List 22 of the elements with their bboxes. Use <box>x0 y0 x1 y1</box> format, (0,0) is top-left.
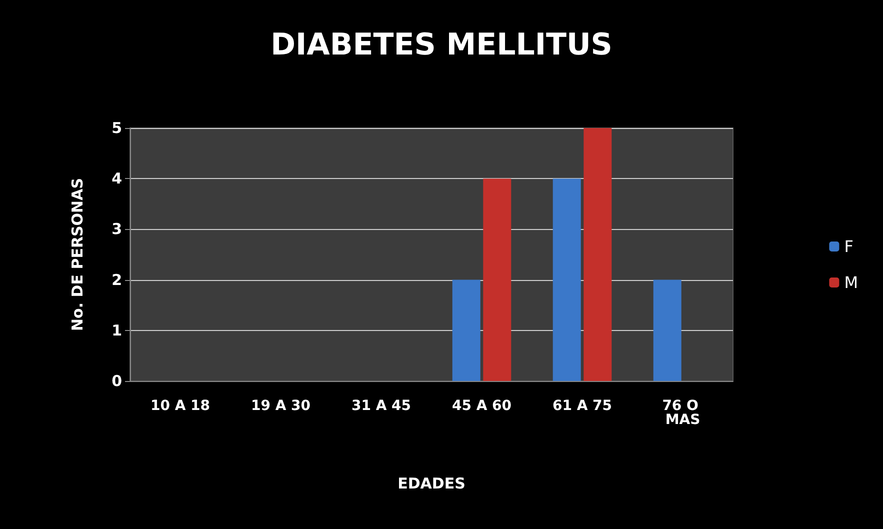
bar <box>584 128 612 381</box>
y-tick-label: 4 <box>112 170 122 188</box>
x-tick-label: 31 A 45 <box>351 398 412 414</box>
bar <box>452 280 480 381</box>
chart-title: DIABETES MELLITUS <box>270 28 612 62</box>
x-tick-label: 45 A 60 <box>452 398 512 414</box>
x-tick-label: 19 A 30 <box>250 398 311 414</box>
legend-label: F <box>844 237 854 256</box>
y-tick-label: 2 <box>112 270 122 289</box>
y-tick-label: 0 <box>112 372 122 390</box>
y-tick-label: 5 <box>112 119 122 137</box>
x-tick-label: 10 A 18 <box>150 398 210 414</box>
y-tick-label: 3 <box>112 220 122 238</box>
x-axis-title: EDADES <box>398 474 466 492</box>
legend-label: M <box>844 273 858 292</box>
y-tick-label: 1 <box>112 321 122 340</box>
x-tick-label: 76 O MAS <box>662 398 704 428</box>
bar <box>552 178 581 381</box>
x-tick-label: 61 A 75 <box>552 398 612 414</box>
bar <box>653 280 682 381</box>
bar <box>483 178 512 381</box>
y-axis-title: No. DE PERSONAS <box>68 178 86 332</box>
